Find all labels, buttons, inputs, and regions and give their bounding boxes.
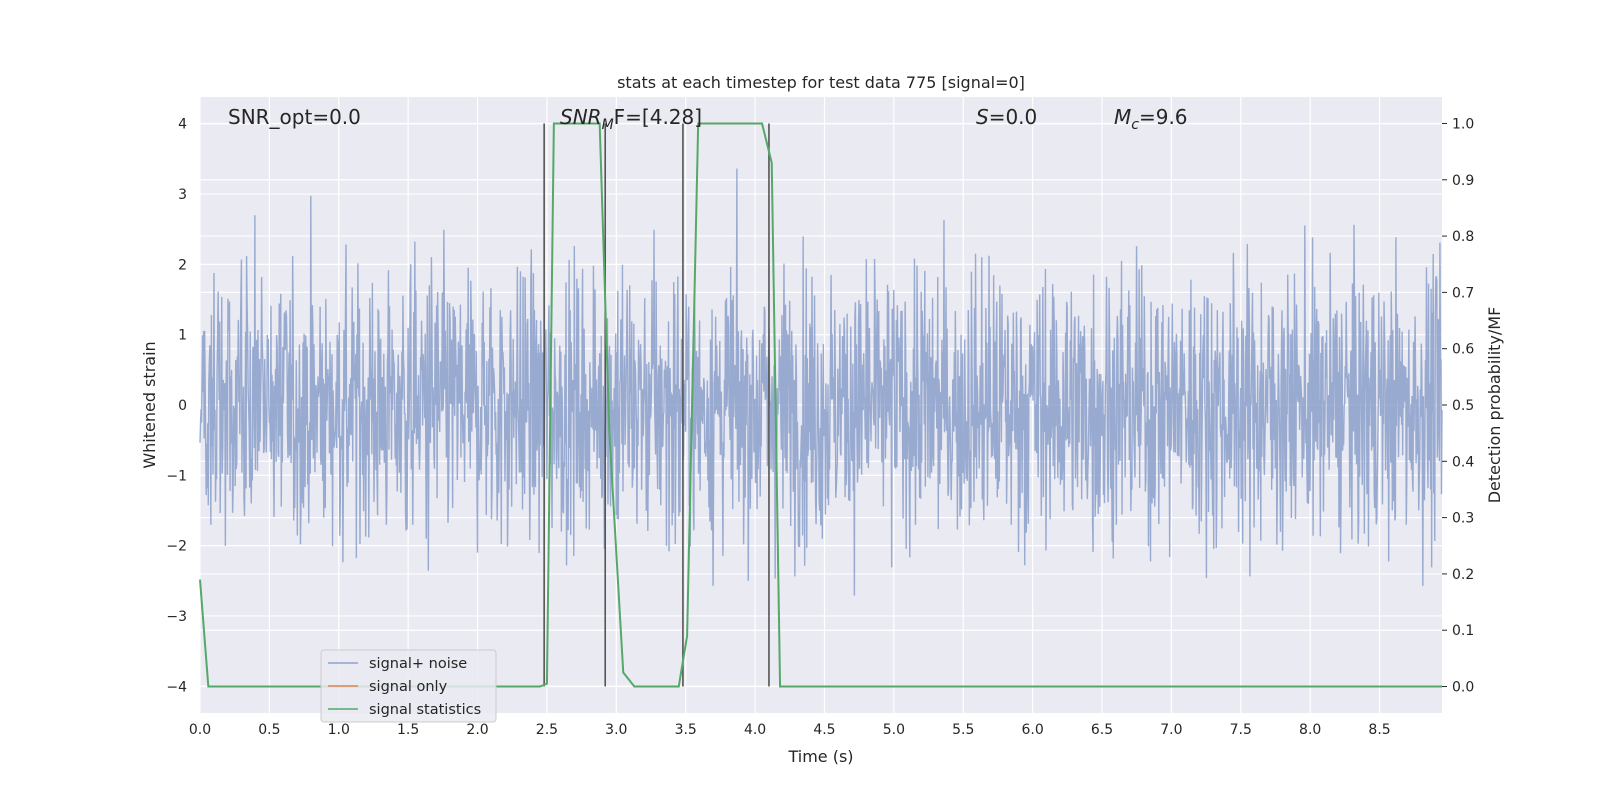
y-right-tick-label: 0.8 — [1452, 229, 1474, 245]
y-axis-label-right: Detection probability/MF — [1485, 307, 1504, 504]
x-tick-label: 4.5 — [813, 722, 835, 738]
y-right-tick-label: 0.4 — [1452, 454, 1474, 470]
signal-statistics-line — [199, 122, 1442, 688]
x-axis-ticks: 0.0 0.5 1.0 1.5 2.0 2.5 3.0 3.5 4.0 4.5 5.0 5.5 6.0 6… — [189, 722, 1391, 738]
y-right-tick-label: 0.9 — [1452, 173, 1474, 189]
x-tick-label: 8.0 — [1299, 722, 1321, 738]
annotation-snr-opt: SNR_opt=0.0 — [228, 105, 361, 129]
left-y-axis-ticks: −4 −3 −2 −1 0 1 2 3 4 — [166, 117, 187, 696]
y-left-tick-label: 1 — [178, 328, 187, 344]
y-right-tick-label: 0.3 — [1452, 511, 1474, 527]
s-value: =0.0 — [989, 105, 1038, 129]
y-left-tick-label: −2 — [166, 539, 187, 555]
legend-label-signal-plus-noise: signal+ noise — [369, 656, 467, 672]
x-tick-label: 4.0 — [744, 722, 766, 738]
right-y-axis-ticks: 0.0 0.1 0.2 0.3 0.4 0.5 0.6 0.7 0.8 0.9 1.0 — [1442, 116, 1474, 696]
x-tick-label: 6.0 — [1021, 722, 1043, 738]
x-tick-label: 5.0 — [883, 722, 905, 738]
x-tick-label: 0.5 — [258, 722, 280, 738]
snr-mf-symbol: SNR — [560, 105, 602, 129]
x-tick-label: 1.0 — [328, 722, 350, 738]
signal-statistics-series — [199, 122, 1442, 688]
mc-subscript: c — [1131, 117, 1139, 133]
y-left-tick-label: −3 — [166, 609, 187, 625]
y-left-tick-label: 2 — [178, 257, 187, 273]
chart-title: stats at each timestep for test data 775… — [617, 73, 1025, 92]
legend-label-signal-only: signal only — [369, 679, 448, 695]
y-left-tick-label: 0 — [178, 398, 187, 414]
legend: signal+ noise signal only signal statist… — [320, 649, 497, 723]
y-right-tick-label: 0.0 — [1452, 680, 1474, 696]
legend-label-signal-statistics: signal statistics — [369, 702, 481, 718]
y-left-tick-label: −4 — [166, 679, 187, 695]
y-axis-label-left: Whitened strain — [140, 341, 159, 468]
y-right-tick-label: 0.2 — [1452, 567, 1474, 583]
annotation-mc: Mc=9.6 — [1114, 105, 1188, 133]
mc-symbol: M — [1114, 105, 1131, 129]
y-right-tick-label: 1.0 — [1452, 116, 1474, 132]
y-right-tick-label: 0.6 — [1452, 342, 1474, 358]
x-tick-label: 8.5 — [1368, 722, 1390, 738]
y-left-tick-label: 4 — [178, 117, 187, 133]
x-tick-label: 7.5 — [1230, 722, 1252, 738]
mc-value: =9.6 — [1139, 105, 1188, 129]
x-tick-label: 1.5 — [397, 722, 419, 738]
x-axis-label: Time (s) — [787, 747, 853, 766]
y-right-tick-label: 0.5 — [1452, 398, 1474, 414]
snr-mf-value: F=[4.28] — [614, 105, 702, 129]
vertical-markers — [543, 123, 770, 687]
x-tick-label: 5.5 — [952, 722, 974, 738]
x-tick-label: 0.0 — [189, 722, 211, 738]
x-tick-label: 3.0 — [605, 722, 627, 738]
x-tick-label: 7.0 — [1160, 722, 1182, 738]
annotation-snr-mf: SNRMF=[4.28] — [560, 105, 702, 133]
s-symbol: S — [976, 105, 989, 129]
signal-plus-noise-line — [199, 168, 1443, 596]
x-tick-label: 2.5 — [536, 722, 558, 738]
y-left-tick-label: 3 — [178, 187, 187, 203]
snr-mf-subscript: M — [602, 117, 614, 133]
y-right-tick-label: 0.1 — [1452, 623, 1474, 639]
signal-plus-noise-series — [199, 168, 1443, 596]
x-tick-label: 6.5 — [1091, 722, 1113, 738]
legend-box — [320, 649, 497, 723]
y-left-tick-label: −1 — [166, 468, 187, 484]
x-tick-label: 3.5 — [675, 722, 697, 738]
annotation-s: S=0.0 — [976, 105, 1037, 129]
y-right-tick-label: 0.7 — [1452, 285, 1474, 301]
x-tick-label: 2.0 — [466, 722, 488, 738]
